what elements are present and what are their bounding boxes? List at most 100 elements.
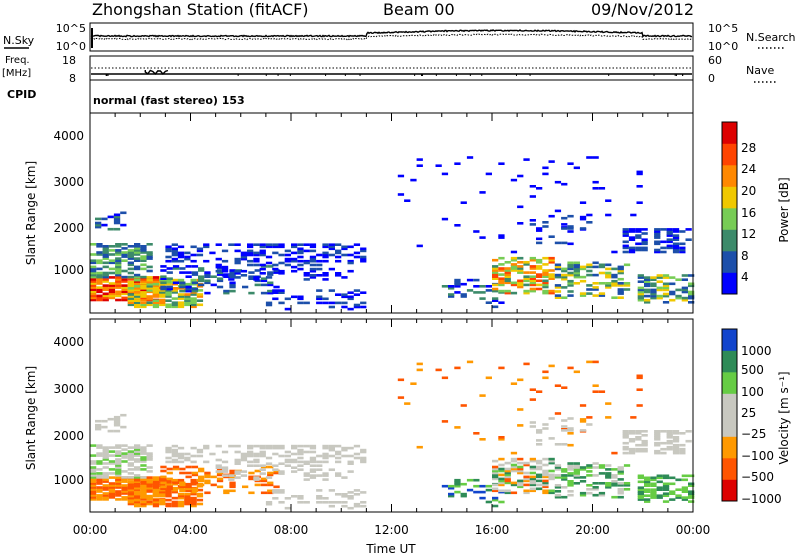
rti-cell xyxy=(303,474,310,477)
rti-cell xyxy=(166,287,173,291)
rti-cell xyxy=(397,396,405,399)
rti-cell xyxy=(473,291,480,294)
rti-cell xyxy=(291,243,298,246)
rti-cell xyxy=(492,275,499,278)
rti-cell xyxy=(579,480,587,483)
rti-cell xyxy=(623,263,631,267)
rti-cell xyxy=(498,301,505,304)
rti-cell xyxy=(636,170,643,174)
rti-cell xyxy=(171,500,178,504)
rti-cell xyxy=(360,491,367,494)
rti-cell xyxy=(115,462,122,465)
rti-cell xyxy=(586,416,593,419)
rti-cell xyxy=(542,172,549,176)
rti-cell xyxy=(96,476,103,479)
rti-cell xyxy=(335,259,342,263)
rti-cell xyxy=(121,259,128,262)
rti-cell xyxy=(184,452,191,456)
rti-cell xyxy=(641,246,648,250)
rti-cell xyxy=(666,432,673,435)
rti-cell xyxy=(177,297,185,300)
rti-cell xyxy=(146,488,153,492)
rti-cell xyxy=(479,291,486,294)
rti-cell xyxy=(536,267,543,270)
rti-cell xyxy=(140,259,147,262)
rti-cell xyxy=(223,491,230,495)
rti-cell xyxy=(90,454,97,457)
rti-cell xyxy=(561,468,568,471)
rti-cell xyxy=(688,274,695,277)
rti-cell xyxy=(113,215,121,219)
rti-cell xyxy=(303,243,310,246)
rti-cell xyxy=(95,225,102,229)
rti-cell xyxy=(567,474,574,477)
rti-cell xyxy=(96,282,103,285)
rti-cell xyxy=(171,502,178,506)
rti-cell xyxy=(278,472,285,475)
rti-cell xyxy=(185,475,192,479)
rti-cell xyxy=(102,458,109,461)
rti-cell xyxy=(592,482,599,485)
rti-cell xyxy=(554,290,562,293)
rti-cell xyxy=(656,480,663,484)
rti-cell xyxy=(628,430,636,433)
rti-cell xyxy=(198,467,205,471)
power-y-axis: 1000 2000 3000 4000 xyxy=(53,129,84,277)
rti-cell xyxy=(152,284,160,287)
rti-cell xyxy=(322,497,329,500)
rti-cell xyxy=(335,274,342,277)
rti-cell xyxy=(216,277,224,280)
rti-cell xyxy=(492,299,499,302)
rti-cell xyxy=(121,286,128,289)
rti-cell xyxy=(510,281,518,285)
rti-cell xyxy=(548,289,555,293)
rti-cell xyxy=(221,468,229,471)
rti-cell xyxy=(140,257,147,260)
rti-cell xyxy=(253,464,260,467)
rti-cell xyxy=(134,460,141,463)
rti-cell xyxy=(561,476,568,479)
rti-cell xyxy=(165,299,172,302)
power-ytick-4000: 4000 xyxy=(53,129,84,143)
rti-cell xyxy=(485,484,492,488)
rti-cell xyxy=(347,297,354,301)
rti-cell xyxy=(611,250,618,254)
cpid-panel: CPID normal (fast stereo) 153 xyxy=(7,80,694,113)
rti-cell xyxy=(102,257,109,260)
rti-cell xyxy=(492,498,499,502)
rti-cell xyxy=(90,480,97,483)
rti-cell xyxy=(259,468,266,471)
rti-cell xyxy=(127,255,134,258)
rti-cell xyxy=(172,465,180,469)
rti-cell xyxy=(240,470,248,473)
rti-cell xyxy=(644,490,651,493)
rti-cell xyxy=(234,476,241,479)
rti-cell xyxy=(529,223,536,226)
rti-cell xyxy=(210,483,217,487)
rti-cell xyxy=(115,265,122,269)
rti-cell xyxy=(666,439,673,443)
rti-cell xyxy=(523,275,530,278)
rti-cell xyxy=(284,249,291,253)
rti-cell xyxy=(115,261,122,265)
rti-cell xyxy=(171,504,178,508)
rti-cell xyxy=(102,492,109,495)
rti-cell xyxy=(127,498,134,502)
rti-cell xyxy=(517,256,524,260)
rti-cell xyxy=(617,495,624,499)
rti-cell xyxy=(127,287,134,290)
rti-cell xyxy=(216,479,224,483)
rti-cell xyxy=(641,242,648,246)
rti-cell xyxy=(191,465,199,469)
rti-cell xyxy=(198,279,205,283)
rti-cell xyxy=(504,281,511,285)
rti-cell xyxy=(353,444,361,448)
rti-cell xyxy=(328,247,335,251)
rti-cell xyxy=(666,430,673,433)
rti-cell xyxy=(108,267,116,271)
rti-cell xyxy=(216,279,224,283)
rti-cell xyxy=(536,487,543,491)
rti-cell xyxy=(654,230,661,233)
rti-cell xyxy=(611,482,618,485)
rti-cell xyxy=(586,484,593,487)
